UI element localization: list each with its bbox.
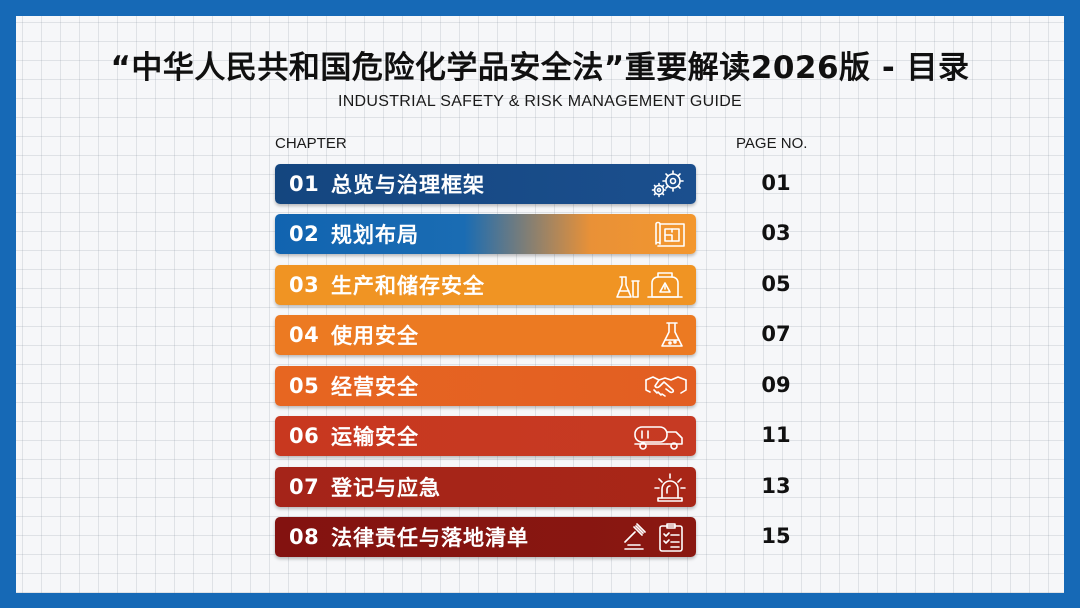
chapter-row-02[interactable]: 02 规划布局 [275,214,696,254]
chapter-number: 06 [289,424,320,448]
chapter-number: 07 [289,475,320,499]
gavel-checklist-icon [608,521,688,553]
alarm-light-icon [608,471,688,503]
chapter-label: 生产和储存安全 [331,274,485,298]
chapter-number: 04 [289,323,320,347]
chapter-number: 02 [289,222,320,246]
chapter-label: 规划布局 [331,223,419,247]
chapter-number: 08 [289,525,320,549]
page-number-13: 13 [761,474,791,498]
chapter-row-01[interactable]: 01 总览与治理框架 [275,164,696,204]
chapter-row-04[interactable]: 04 使用安全 [275,315,696,355]
page-number-15: 15 [761,524,791,548]
page-title: “中华人民共和国危险化学品安全法”重要解读2026版 - 目录 [110,50,970,86]
handshake-icon [608,370,688,402]
page-number-07: 07 [761,322,791,346]
chapter-label: 登记与应急 [331,476,441,500]
chapter-number: 05 [289,374,320,398]
page-number-09: 09 [761,373,791,397]
chapter-number: 03 [289,273,320,297]
blueprint-icon [608,218,688,250]
page-number-01: 01 [761,171,791,195]
chapter-row-05[interactable]: 05 经营安全 [275,366,696,406]
chapter-row-07[interactable]: 07 登记与应急 [275,467,696,507]
chapter-label: 使用安全 [331,324,419,348]
chapter-number: 01 [289,172,320,196]
chapter-row-03[interactable]: 03 生产和储存安全 [275,265,696,305]
chapter-row-08[interactable]: 08 法律责任与落地清单 [275,517,696,557]
chapter-label: 经营安全 [331,375,419,399]
page-column-header: PAGE NO. [736,135,808,152]
chapter-label: 总览与治理框架 [331,173,485,197]
lab-tank-icon [608,269,688,301]
page-number-03: 03 [761,221,791,245]
gears-icon [608,168,688,200]
flask-icon [608,319,688,351]
chapter-column-header: CHAPTER [275,135,347,152]
chapter-label: 法律责任与落地清单 [331,526,529,550]
chapter-label: 运输安全 [331,425,419,449]
chapter-row-06[interactable]: 06 运输安全 [275,416,696,456]
page-subtitle: INDUSTRIAL SAFETY & RISK MANAGEMENT GUID… [337,93,743,110]
tanker-truck-icon [608,420,688,452]
page-number-11: 11 [761,423,791,447]
page-number-05: 05 [761,272,791,296]
grid-sheet: “中华人民共和国危险化学品安全法”重要解读2026版 - 目录 INDUSTRI… [16,16,1064,593]
